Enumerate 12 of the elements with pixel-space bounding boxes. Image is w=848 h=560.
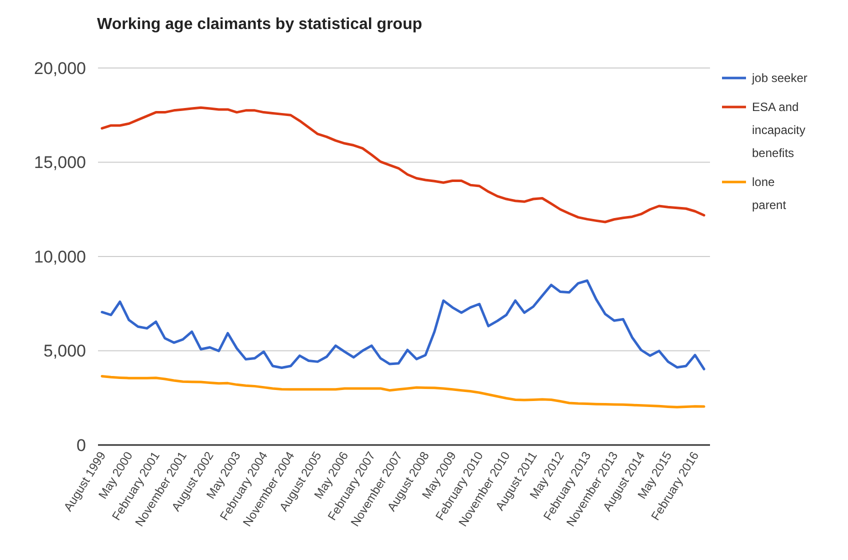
legend-label: lone parent: [752, 175, 787, 212]
chart-title: Working age claimants by statistical group: [97, 16, 422, 33]
legend-label: job seeker: [751, 71, 808, 86]
line-series: [100, 374, 706, 408]
y-tick-label: 20,000: [34, 58, 86, 78]
line-series: [100, 106, 706, 224]
legend-label: ESA and incapacity benefits: [752, 100, 806, 160]
y-tick-label: 10,000: [34, 247, 86, 266]
y-tick-label: 5,000: [43, 342, 86, 361]
line-series: [100, 279, 706, 370]
y-tick-label: 0: [76, 436, 86, 455]
y-tick-label: 15,000: [34, 153, 86, 172]
